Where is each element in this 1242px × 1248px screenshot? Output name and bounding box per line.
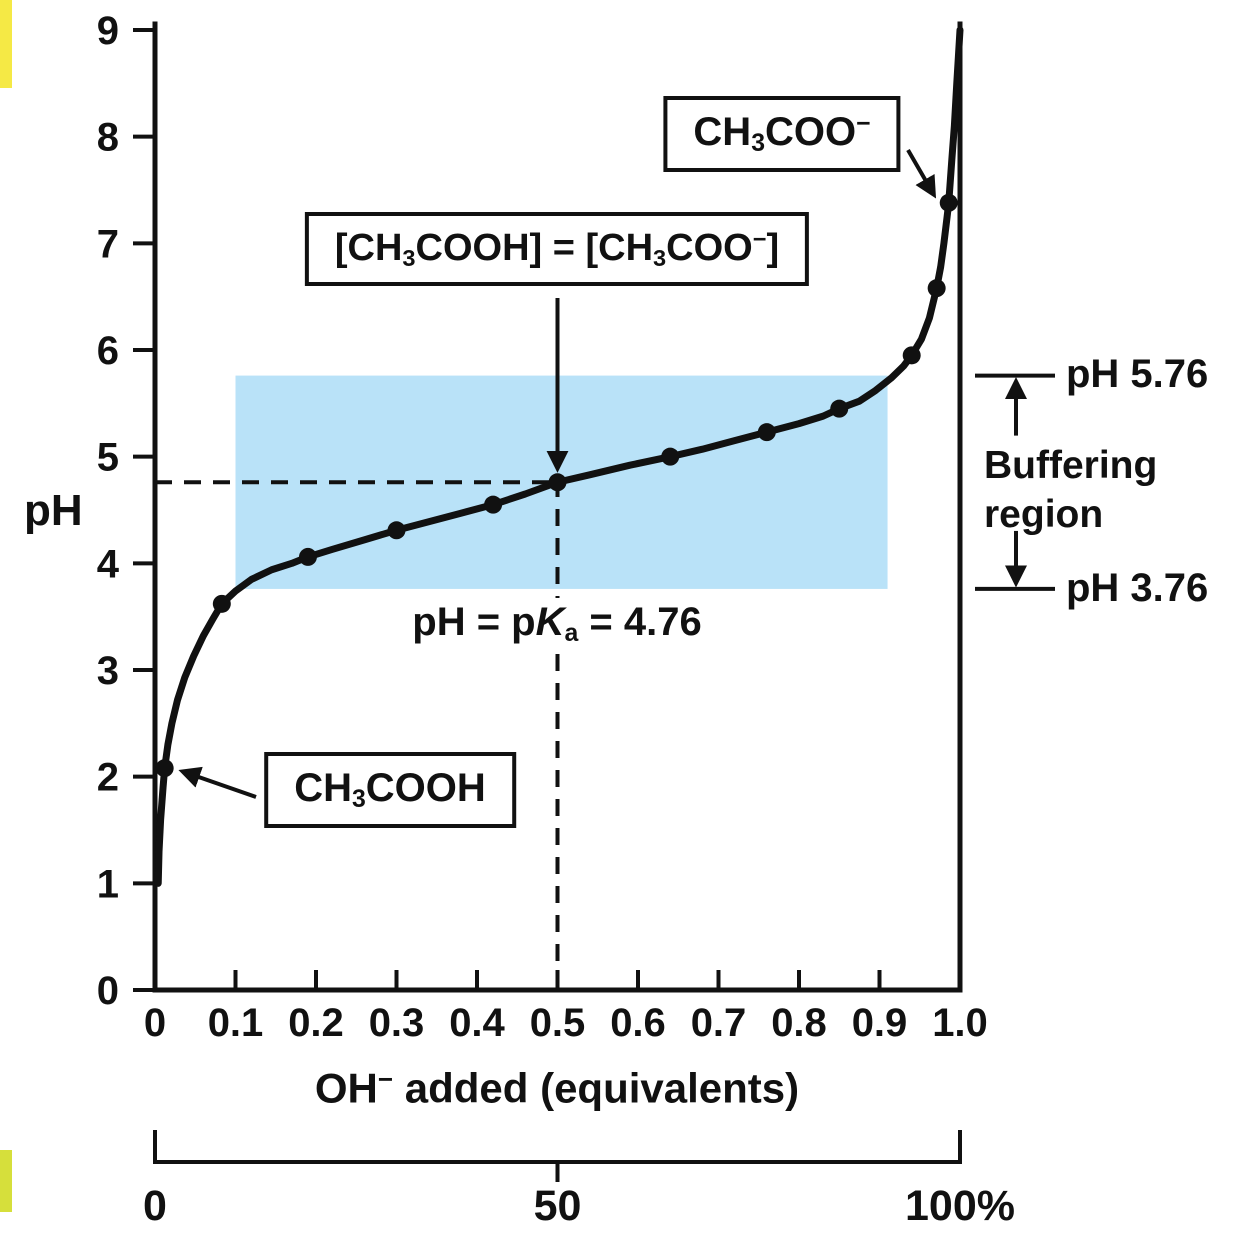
- pka-prefix: pH = p: [412, 600, 536, 644]
- acetic-acid-label-box: CH3COOH: [264, 752, 516, 829]
- ph-lower-bound-label: pH 3.76: [1066, 566, 1209, 610]
- pka-suffix: = 4.76: [578, 600, 702, 644]
- ph-upper-bound-label: pH 5.76: [1066, 352, 1209, 396]
- curve-point: [212, 594, 231, 613]
- y-tick-label: 1: [97, 862, 119, 906]
- curve-point: [939, 193, 958, 212]
- y-tick-label: 0: [97, 969, 119, 1013]
- x-tick-label: 0.3: [369, 1001, 425, 1045]
- curve-point: [757, 423, 776, 442]
- buffering-region-label: Buffering region: [984, 442, 1157, 540]
- y-axis-title: pH: [24, 486, 83, 535]
- x-tick-label: 0.2: [288, 1001, 344, 1045]
- equal-concentration-label-box: [CH3COOH] = [CH3COO−]: [304, 212, 810, 286]
- y-tick-label: 9: [97, 9, 119, 53]
- percent-axis: 0 50 100%: [143, 1130, 1015, 1230]
- buffering-region-label-line2: region: [984, 492, 1104, 536]
- curve-point: [298, 547, 317, 566]
- pka-k-italic: K: [535, 600, 565, 644]
- curve-points: [155, 193, 958, 778]
- acetate-label-box: CH3COO−: [663, 96, 901, 173]
- x-tick-label: 1.0: [932, 1001, 988, 1045]
- percent-tick-label: 0: [143, 1182, 167, 1230]
- curve-point: [155, 759, 174, 778]
- curve-point: [484, 495, 503, 514]
- buffering-region-label-line1: Buffering: [984, 444, 1158, 487]
- curve-point: [902, 346, 921, 365]
- y-tick-label: 7: [97, 222, 119, 266]
- curve-point: [548, 473, 567, 492]
- buffer-bound-markers: [975, 373, 1055, 591]
- scan-artifact-bottom-left: [0, 1150, 12, 1212]
- titration-curve: [154, 26, 964, 887]
- y-axis-ticks: 0 1 2 3 4 5 6 7 8 9: [97, 9, 155, 1013]
- x-tick-label: 0.1: [208, 1001, 264, 1045]
- y-tick-label: 4: [97, 542, 120, 586]
- x-tick-label: 0.4: [449, 1001, 505, 1045]
- dashed-guides: [155, 480, 560, 990]
- curve-point: [661, 447, 680, 466]
- y-tick-label: 6: [97, 329, 119, 373]
- y-tick-label: 5: [97, 436, 119, 480]
- x-tick-label: 0.9: [852, 1001, 908, 1045]
- percent-tick-label: 50: [534, 1182, 582, 1230]
- pka-subscript: a: [564, 620, 579, 648]
- x-tick-label: 0.5: [530, 1001, 586, 1045]
- curve-point: [927, 279, 946, 298]
- percent-tick-label: 100%: [905, 1182, 1015, 1230]
- curve-point: [387, 521, 406, 540]
- y-tick-label: 8: [97, 116, 119, 160]
- scan-artifact-top-left: [0, 0, 12, 88]
- x-tick-label: 0.8: [771, 1001, 827, 1045]
- x-tick-label: 0.7: [691, 1001, 747, 1045]
- x-axis-title: OH− added (equivalents): [314, 1064, 800, 1112]
- x-tick-label: 0.6: [610, 1001, 666, 1045]
- x-tick-label: 0: [144, 1001, 166, 1045]
- annotation-arrows: [178, 148, 937, 799]
- curve-point: [830, 399, 849, 418]
- x-axis-ticks: 0 0.1 0.2 0.3 0.4 0.5 0.6 0.7 0.8 0.9 1.0: [144, 970, 988, 1045]
- y-tick-label: 2: [97, 756, 119, 800]
- pka-annotation: pH = pKa = 4.76: [400, 598, 714, 651]
- y-tick-label: 3: [97, 649, 119, 693]
